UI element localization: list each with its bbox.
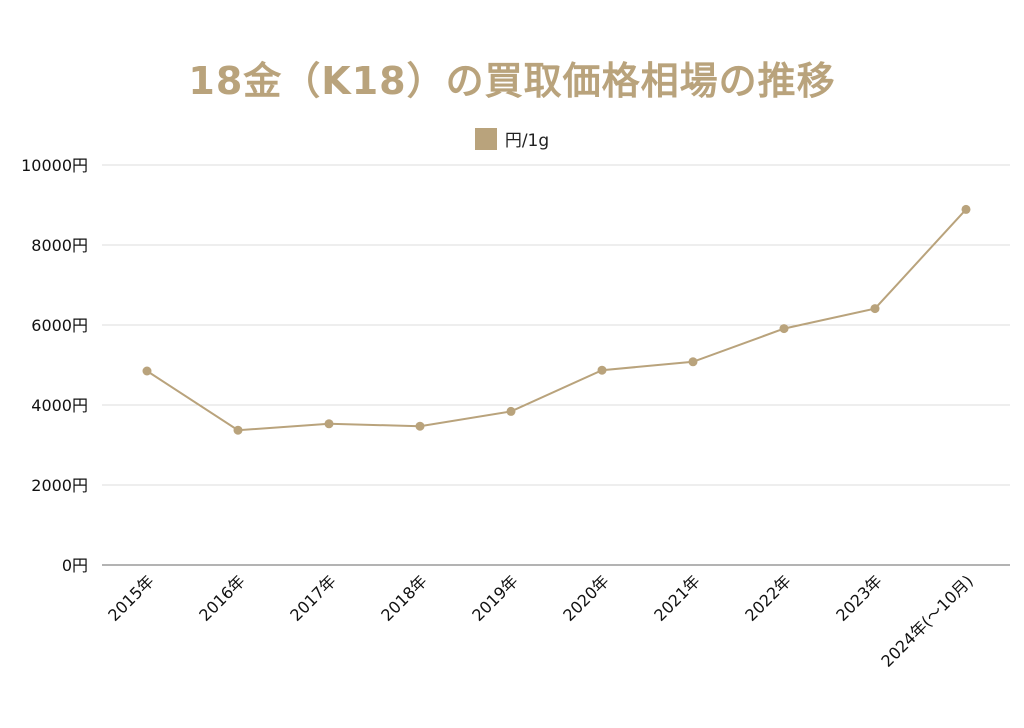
x-tick-label: 2024年(～10月) xyxy=(877,571,976,670)
x-tick-label: 2019年 xyxy=(468,571,522,625)
y-tick-label: 6000円 xyxy=(31,316,88,335)
data-point xyxy=(870,304,880,314)
legend: 円/1g xyxy=(0,126,1024,151)
data-point xyxy=(961,204,971,214)
x-tick-label: 2022年 xyxy=(741,571,795,625)
y-tick-label: 4000円 xyxy=(31,396,88,415)
data-point xyxy=(415,421,425,431)
legend-label: 円/1g xyxy=(504,131,550,151)
data-point xyxy=(506,406,516,416)
x-tick-label: 2016年 xyxy=(195,571,249,625)
y-tick-label: 8000円 xyxy=(31,236,88,255)
x-tick-label: 2023年 xyxy=(832,571,886,625)
y-tick-label: 2000円 xyxy=(31,476,88,495)
legend-swatch xyxy=(474,127,497,150)
y-tick-label: 0円 xyxy=(62,556,88,575)
x-tick-label: 2021年 xyxy=(650,571,704,625)
series-line xyxy=(146,208,967,432)
y-tick-label: 10000円 xyxy=(21,156,88,175)
data-point xyxy=(233,425,243,435)
x-tick-label: 2015年 xyxy=(104,571,158,625)
data-point xyxy=(688,357,698,367)
data-point xyxy=(597,365,607,375)
x-tick-label: 2020年 xyxy=(559,571,613,625)
data-point xyxy=(324,419,334,429)
x-tick-label: 2017年 xyxy=(286,571,340,625)
data-point xyxy=(142,366,152,376)
x-tick-label: 2018年 xyxy=(377,571,431,625)
chart-title: 18金（K18）の買取価格相場の推移 xyxy=(188,59,836,103)
data-point xyxy=(779,324,789,334)
